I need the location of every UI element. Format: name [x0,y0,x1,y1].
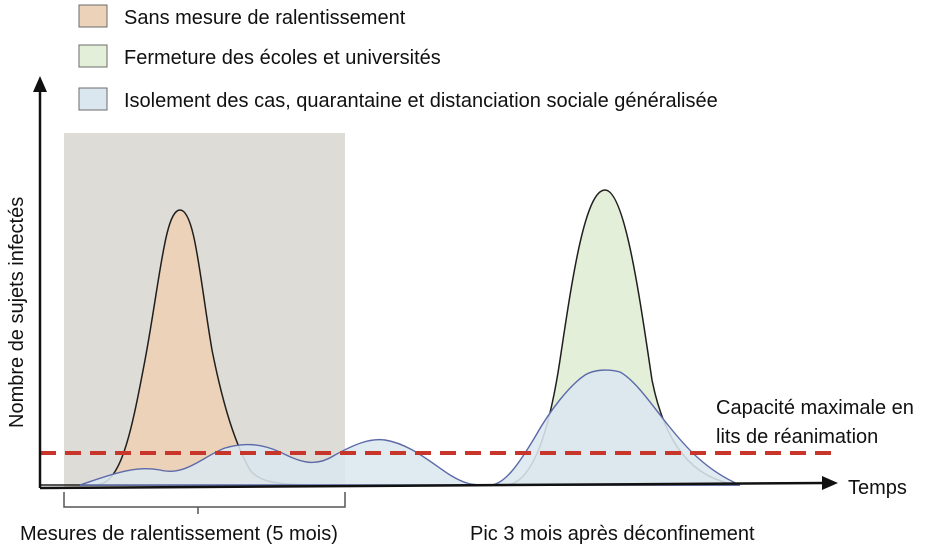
legend-swatch-orange [78,4,108,28]
y-axis-label: Nombre de sujets infectés [6,197,28,428]
legend-swatch-green [78,44,108,68]
intervention-bracket [63,492,346,514]
bottom-label-right: Pic 3 mois après déconfinement [470,523,755,545]
x-axis [39,481,826,490]
x-axis-label: Temps [848,477,907,499]
x-axis-arrow-icon [822,476,838,490]
bottom-label-left: Mesures de ralentissement (5 mois) [20,523,338,545]
legend-swatch-blue [78,87,108,111]
blue-curve [79,369,741,486]
capacity-label-line1: Capacité maximale en [716,397,914,419]
legend-label-green: Fermeture des écoles et universités [124,47,441,69]
y-axis-arrow-icon [33,76,47,92]
legend-label-blue: Isolement des cas, quarantaine et distan… [124,90,718,112]
capacity-label-line2: lits de réanimation [716,426,878,448]
legend-label-orange: Sans mesure de ralentissement [124,7,406,29]
